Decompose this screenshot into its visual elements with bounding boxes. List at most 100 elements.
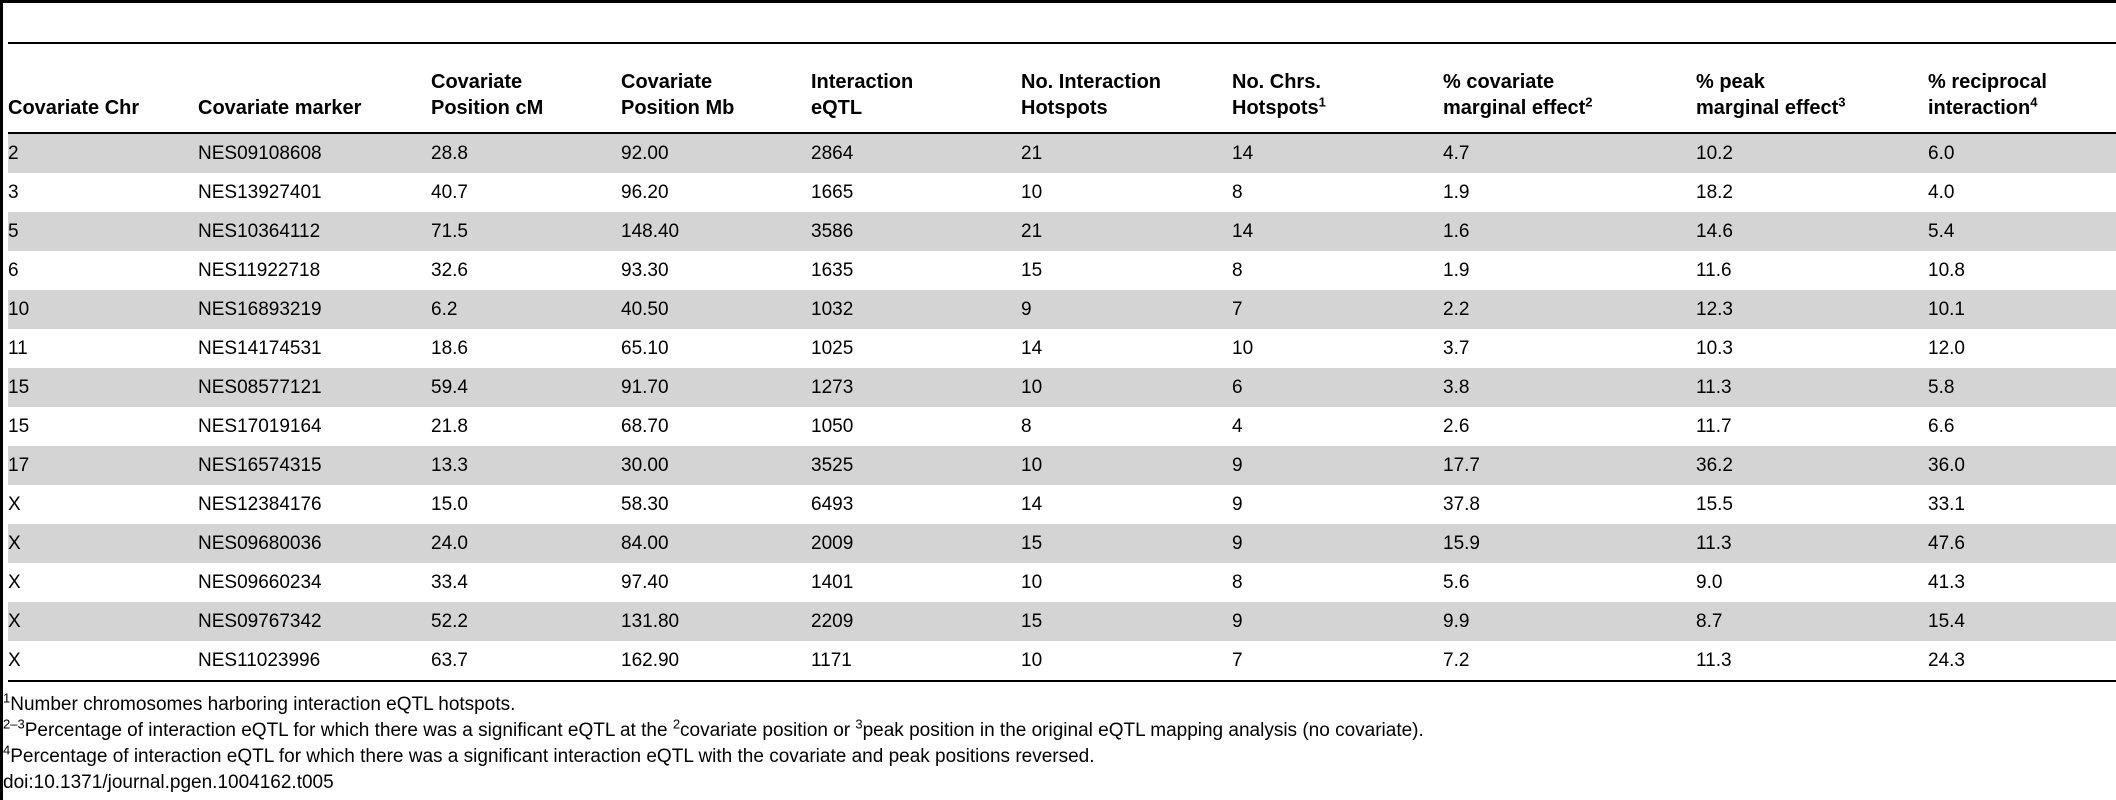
column-header-line1: % reciprocal: [1928, 71, 2047, 93]
table-cell: 10: [8, 290, 198, 329]
table-cell: 11.3: [1696, 368, 1928, 407]
column-header-footnote-marker: 1: [1318, 94, 1326, 110]
table-row: 6 NES11922718 32.6 93.30 1635 15 8 1.9 11.6 10.8: [8, 251, 2116, 290]
table-cell: NES13927401: [198, 182, 322, 203]
table-cell: NES14174531: [198, 338, 322, 359]
table-cell: 10: [1021, 641, 1232, 682]
table-cell: 47.6: [1928, 524, 2116, 563]
table-cell: 6: [8, 260, 19, 281]
table-cell: 2: [8, 133, 198, 173]
table-cell: 10.3: [1696, 338, 1733, 359]
column-header: Covariate Position Mb: [621, 49, 811, 134]
table-cell: 162.90: [621, 641, 811, 682]
table-cell: 10: [1021, 572, 1043, 593]
table-cell: 14: [1232, 212, 1443, 251]
table-cell: 33.1: [1928, 494, 1965, 515]
footnote-1-text: Number chromosomes harboring interaction…: [10, 694, 516, 715]
table-row: 11 NES14174531 18.6 65.10 1025 14 10 3.7 10.3 12.…: [8, 329, 2116, 368]
table-cell: 8.7: [1696, 602, 1928, 641]
table-cell: 14.6: [1696, 212, 1928, 251]
column-header-line2: marginal effect: [1443, 97, 1586, 119]
table-cell: 24.0: [431, 524, 621, 563]
table-cell: 9.0: [1696, 572, 1723, 593]
column-header-line2: Position cM: [431, 97, 544, 119]
table-cell: 10.1: [1928, 290, 2116, 329]
column-header: Covariate Chr: [8, 49, 198, 134]
table-cell: 1025: [811, 338, 854, 359]
table-cell: 30.00: [621, 446, 811, 485]
column-header-line2: Covariate marker: [198, 97, 362, 119]
column-header-line1: % peak: [1696, 71, 1765, 93]
column-header-line1: Covariate: [621, 71, 713, 93]
table-cell: NES16893219: [198, 290, 431, 329]
footnote-2-text-a: Percentage of interaction eQTL for which…: [24, 720, 673, 741]
table-cell: 2.2: [1443, 290, 1696, 329]
table-cell: NES08577121: [198, 368, 431, 407]
column-header-footnote-marker: 2: [1585, 94, 1593, 110]
table-cell: 9: [1232, 446, 1443, 485]
table-cell: 37.8: [1443, 494, 1480, 515]
column-header-line2: interaction: [1928, 97, 2031, 119]
table-cell: 7.2: [1443, 641, 1696, 682]
column-header: % peak marginal effect3: [1696, 49, 1928, 134]
table-cell: 11.3: [1696, 641, 1928, 682]
table-cell: NES11922718: [198, 260, 321, 281]
doi-line[interactable]: doi:10.1371/journal.pgen.1004162.t005: [3, 772, 334, 793]
table-cell: 12.3: [1696, 290, 1928, 329]
table-cell: NES17019164: [198, 416, 322, 437]
footnote-3-text: Percentage of interaction eQTL for which…: [10, 746, 1095, 767]
table-cell: 14: [1021, 338, 1043, 359]
top-rule: [0, 0, 2116, 3]
table-cell: 3: [8, 182, 19, 203]
column-header: % covariate marginal effect2: [1443, 49, 1696, 134]
table-cell: 9: [1232, 494, 1243, 515]
table-cell: 3.7: [1443, 338, 1470, 359]
table-row: 3 NES13927401 40.7 96.20 1665 10 8 1.9 18.2 4.0: [8, 173, 2116, 212]
table-cell: 17: [8, 446, 198, 485]
table-cell: 10: [1021, 368, 1232, 407]
table-cell: 8: [1232, 572, 1243, 593]
table-cell: 21: [1021, 133, 1232, 173]
column-header: Covariate Position cM: [431, 49, 621, 134]
table-cell: 6.2: [431, 290, 621, 329]
header-row: Covariate Chr Covariate marker Covariate Po…: [8, 49, 2116, 134]
table-cell: 148.40: [621, 212, 811, 251]
table-cell: 14: [1021, 494, 1043, 515]
column-header-line1: No. Chrs.: [1232, 71, 1321, 93]
table-cell: 41.3: [1928, 572, 1965, 593]
table-cell: 2864: [811, 133, 1021, 173]
table-cell: 6.6: [1928, 416, 1955, 437]
table-cell: 33.4: [431, 572, 468, 593]
table-cell: 3586: [811, 212, 1021, 251]
table-row: 17 NES16574315 13.3 30.00 3525 10 9 17.7 36.2 36.…: [8, 446, 2116, 485]
table-cell: 5.8: [1928, 368, 2116, 407]
table-cell: 10: [1021, 446, 1232, 485]
footnote-1-marker: 1: [3, 690, 11, 706]
table-row: 15 NES17019164 21.8 68.70 1050 8 4 2.6 11.7 6.6: [8, 407, 2116, 446]
table-body: 2 NES09108608 28.8 92.00 2864 21 14 4.7 10.2 6.0 3…: [8, 133, 2116, 682]
table-cell: 97.40: [621, 572, 669, 593]
table-row: 2 NES09108608 28.8 92.00 2864 21 14 4.7 10.2 6.0: [8, 133, 2116, 173]
table-cell: NES10364112: [198, 212, 431, 251]
table-cell: 21: [1021, 212, 1232, 251]
table-cell: 9: [1232, 602, 1443, 641]
table-cell: 2009: [811, 524, 1021, 563]
table-cell: 3.8: [1443, 368, 1696, 407]
column-header-line2: Covariate Chr: [8, 97, 140, 119]
table-cell: 5: [8, 212, 198, 251]
table-cell: 7: [1232, 641, 1443, 682]
table-cell: 8: [1021, 416, 1032, 437]
table-cell: 1171: [811, 641, 1021, 682]
table-cell: 1665: [811, 182, 854, 203]
table-cell: 58.30: [621, 494, 669, 515]
table-caption-area: [0, 3, 2116, 41]
column-header: Covariate marker: [198, 49, 431, 134]
table-cell: NES09660234: [198, 572, 322, 593]
caption-rule: [8, 42, 2116, 44]
table-cell: 36.2: [1696, 446, 1928, 485]
table-cell: 92.00: [621, 133, 811, 173]
column-header-line1: % covariate: [1443, 71, 1555, 93]
footnote-2: 2–3Percentage of interaction eQTL for wh…: [3, 718, 2103, 744]
table-cell: 6493: [811, 494, 854, 515]
